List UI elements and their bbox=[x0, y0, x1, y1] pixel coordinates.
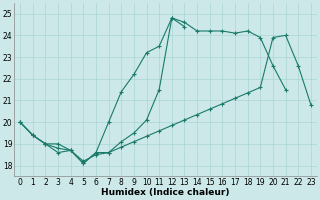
X-axis label: Humidex (Indice chaleur): Humidex (Indice chaleur) bbox=[101, 188, 230, 197]
